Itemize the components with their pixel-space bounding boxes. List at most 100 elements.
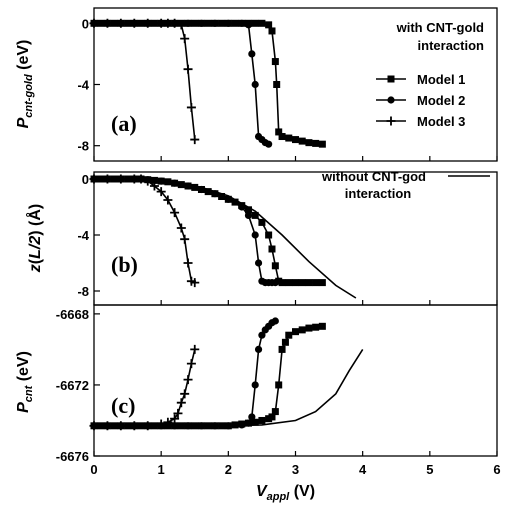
panel-a-series-model-1-point: [251, 19, 259, 27]
panel-c-xtick-label: 5: [426, 462, 433, 477]
panel-c-series-model-1-point: [318, 322, 326, 330]
panel-b-series-model-3-point: [156, 187, 166, 197]
panel-c-series-model-2-point: [271, 317, 279, 325]
panel-b-ytick-label: 0: [82, 172, 89, 187]
panel-a-series-model-1-point: [258, 19, 266, 27]
panel-c-series-without-cnt-god-interaction: [94, 348, 364, 427]
panel-b-series-model-1-point: [251, 211, 259, 219]
panel-b-series-model-1-point: [318, 279, 326, 287]
panel-c-series-model-3-point: [180, 389, 190, 399]
panel-a-series-model-2-point: [248, 50, 256, 58]
panel-c-series-model-1-point: [275, 381, 283, 389]
legend-title-line: interaction: [345, 186, 412, 201]
legend-entry-model-3: Model 3: [417, 114, 465, 129]
panel-b-series-model-3: [89, 174, 200, 288]
panel-a-series-model-3-point: [170, 18, 180, 28]
panel-a: 0 -4 -8 Pcnt-gold (eV) (a) with CNT-gold inter…: [15, 7, 498, 162]
panel-b-series-model-2-point: [244, 211, 253, 219]
panel-c-y-axis-title: Pcnt (eV): [15, 351, 35, 413]
panel-a-series-model-1-point: [271, 58, 279, 66]
panel-a-series-model-3-point: [180, 34, 190, 44]
panel-a-series-model-3-point: [183, 64, 193, 74]
panel-c-series-model-1-point: [251, 418, 259, 426]
panel-b-ytick-label: -8: [77, 284, 89, 299]
panel-c-series-model-3-line: [94, 349, 196, 427]
panel-a-series-model-3-point: [186, 102, 196, 112]
panel-a-series-model-1-point: [268, 27, 276, 35]
panel-b-y-axis-title: z(L/2) (Å): [25, 204, 44, 273]
panel-c-series-model-3-point: [173, 408, 183, 418]
panel-a-y-axis-title: Pcnt-gold (eV): [15, 40, 35, 129]
panel-a-series-model-3-point: [116, 18, 126, 28]
panel-c-series-model-1-point: [278, 345, 286, 353]
panel-c-series-model-2-point: [251, 381, 259, 389]
panel-b-series-model-3-point: [163, 195, 173, 205]
panel-c-xtick-label: 3: [292, 462, 299, 477]
panel-b-series-model-1-point: [258, 218, 266, 226]
panel-c-series-model-3-point: [156, 419, 166, 429]
legend-swatch-marker: [387, 75, 395, 83]
panel-a-series-model-3-point: [129, 18, 139, 28]
legend-entry-model-2: Model 2: [417, 93, 465, 108]
panel-a-series-model-1-point: [292, 136, 299, 144]
panel-c-series-model-3-point: [170, 414, 180, 424]
panel-a-series-model-2-point: [265, 140, 273, 148]
panel-b-series-model-3-point: [183, 258, 193, 268]
panel-b-series-model-2-point: [251, 231, 259, 239]
panel-b-series-model-1-point: [312, 279, 320, 287]
legend-without-interaction: without CNT-god interaction: [321, 169, 490, 201]
legend-swatch-marker: [387, 96, 395, 104]
panel-c-series-model-1-point: [292, 328, 299, 336]
legend-swatch-marker: [386, 116, 396, 126]
panel-b-series-model-1-point: [278, 279, 286, 287]
legend-entry-model-1: Model 1: [417, 72, 465, 87]
panel-b-letter: (b): [111, 252, 138, 277]
panel-c-ytick-label: -6668: [56, 307, 89, 322]
panel-c-series-model-1-point: [312, 323, 320, 331]
panel-b-series-model-3-point: [190, 278, 200, 288]
panel-c-series-model-1-point: [298, 326, 306, 334]
panel-c-series-model-1-point: [305, 324, 313, 332]
panel-b-series-model-1-point: [244, 206, 252, 214]
panel-c-series-model-2-point: [258, 331, 266, 339]
panel-c-series-model-1-point: [285, 331, 293, 339]
panel-a-series-model-1-point: [312, 139, 320, 147]
panel-b-series-model-1-point: [271, 262, 279, 270]
x-axis-title: Vappl (V): [256, 483, 315, 503]
panel-c-series-model-3-point: [176, 398, 186, 408]
panel-c-series-model-3: [89, 344, 200, 431]
panel-c-letter: (c): [111, 393, 135, 418]
panel-b-series-model-1-point: [231, 198, 239, 206]
panel-a-series-model-1-point: [285, 134, 293, 142]
legend-with-interaction: with CNT-gold interaction Model 1 Model 2 Mo…: [376, 20, 484, 129]
panel-c-series-without-cnt-god-interaction-line: [94, 348, 364, 427]
panel-b: 0 -4 -8 z(L/2) (Å) (b) without CNT-god interac…: [25, 169, 498, 306]
panel-c-series-model-2-point: [248, 413, 256, 421]
panel-b-series-model-3-point: [180, 234, 190, 244]
panel-a-series-model-2-point: [224, 19, 232, 27]
panel-c-xtick-label: 6: [493, 462, 500, 477]
panel-a-series-model-2-point: [238, 19, 246, 27]
panel-a-series-model-3: [89, 18, 200, 145]
panel-c-xtick-label: 0: [90, 462, 97, 477]
panel-a-series-model-2-point: [244, 21, 253, 29]
legend-title-line: interaction: [418, 38, 485, 53]
panel-a-letter: (a): [111, 111, 137, 136]
panel-a-series-model-2-point: [211, 19, 219, 27]
panel-b-series-model-1-point: [292, 279, 299, 287]
panel-c-series-model-3-point: [186, 359, 196, 369]
panel-a-series-model-3-point: [89, 18, 99, 28]
panel-c-frame: [93, 304, 498, 457]
panel-c-xtick-label: 1: [158, 462, 165, 477]
panel-b-series-model-3-line: [94, 178, 196, 284]
panel-c-ytick-label: -6676: [56, 449, 89, 464]
panel-a-series-model-2-point: [197, 19, 206, 27]
panel-a-series-model-1-point: [273, 81, 281, 88]
panel-a-series-model-1-point: [275, 128, 283, 136]
legend-title-line: with CNT-gold: [396, 20, 484, 35]
panel-c-series-model-2-point: [254, 345, 263, 354]
panel-b-series-model-1-point: [268, 245, 276, 253]
panel-b-series-model-3-point: [149, 181, 159, 191]
panel-b-series-model-1-point: [265, 231, 273, 239]
panel-b-series-model-3-point: [176, 223, 186, 233]
